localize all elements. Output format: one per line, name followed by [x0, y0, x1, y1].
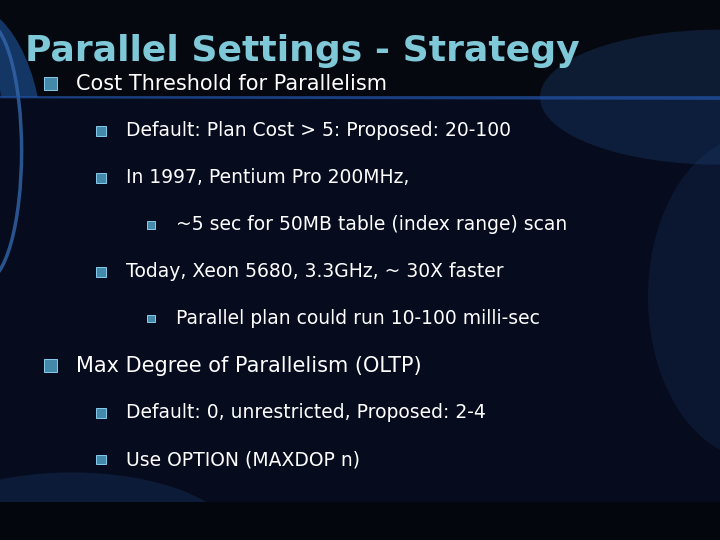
FancyBboxPatch shape	[0, 502, 720, 540]
FancyBboxPatch shape	[147, 315, 156, 322]
Ellipse shape	[0, 16, 7, 286]
FancyBboxPatch shape	[96, 408, 106, 417]
Text: Use OPTION (MAXDOP n): Use OPTION (MAXDOP n)	[126, 450, 360, 469]
Text: Max Degree of Parallelism (OLTP): Max Degree of Parallelism (OLTP)	[76, 355, 421, 376]
Text: Today, Xeon 5680, 3.3GHz, ~ 30X faster: Today, Xeon 5680, 3.3GHz, ~ 30X faster	[126, 262, 503, 281]
Ellipse shape	[0, 472, 234, 540]
Text: Default: 0, unrestricted, Proposed: 2-4: Default: 0, unrestricted, Proposed: 2-4	[126, 403, 486, 422]
Text: Parallel plan could run 10-100 milli-sec: Parallel plan could run 10-100 milli-sec	[176, 309, 540, 328]
Text: Cost Threshold for Parallelism: Cost Threshold for Parallelism	[76, 73, 387, 94]
Text: ~5 sec for 50MB table (index range) scan: ~5 sec for 50MB table (index range) scan	[176, 215, 567, 234]
FancyBboxPatch shape	[96, 173, 106, 183]
Text: Default: Plan Cost > 5: Proposed: 20-100: Default: Plan Cost > 5: Proposed: 20-100	[126, 121, 511, 140]
Ellipse shape	[0, 3, 43, 300]
Ellipse shape	[540, 30, 720, 165]
Text: Parallel Settings - Strategy: Parallel Settings - Strategy	[25, 35, 580, 68]
FancyBboxPatch shape	[44, 359, 57, 372]
Text: In 1997, Pentium Pro 200MHz,: In 1997, Pentium Pro 200MHz,	[126, 168, 410, 187]
Polygon shape	[0, 96, 720, 100]
FancyBboxPatch shape	[96, 455, 106, 464]
FancyBboxPatch shape	[0, 0, 720, 97]
Ellipse shape	[648, 135, 720, 459]
FancyBboxPatch shape	[44, 77, 57, 90]
FancyBboxPatch shape	[147, 221, 156, 228]
FancyBboxPatch shape	[96, 126, 106, 136]
FancyBboxPatch shape	[0, 97, 720, 540]
FancyBboxPatch shape	[96, 267, 106, 276]
